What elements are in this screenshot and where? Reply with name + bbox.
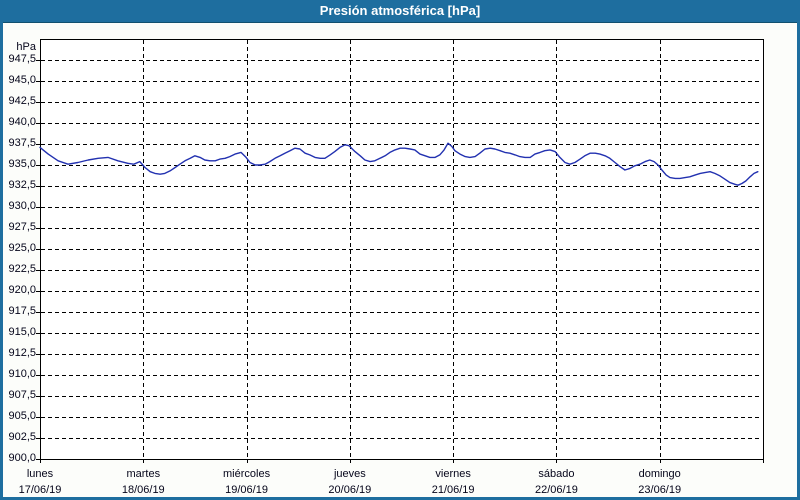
x-date-label: 21/06/19 <box>431 484 475 496</box>
y-tick-label: 942,5 <box>8 95 36 107</box>
y-tick-label: 900,0 <box>8 452 36 464</box>
x-day-label: jueves <box>333 468 366 480</box>
y-tick-label: 910,0 <box>8 368 36 380</box>
y-axis-unit-label: hPa <box>16 41 36 53</box>
x-date-label: 17/06/19 <box>18 484 62 496</box>
chart-title-bar: Presión atmosférica [hPa] <box>0 0 800 23</box>
x-day-label: domingo <box>638 468 681 480</box>
x-date-label: 22/06/19 <box>535 484 578 496</box>
x-day-label: sábado <box>538 468 575 480</box>
y-tick-label: 925,0 <box>8 242 36 254</box>
y-tick-label: 935,0 <box>8 158 36 170</box>
x-date-label: 19/06/19 <box>225 484 268 496</box>
y-tick-label: 912,5 <box>8 347 36 359</box>
y-tick-label: 937,5 <box>8 137 36 149</box>
x-day-label: miércoles <box>223 468 271 480</box>
chart-title: Presión atmosférica [hPa] <box>319 3 481 18</box>
y-tick-label: 922,5 <box>8 263 36 275</box>
x-date-label: 20/06/19 <box>328 484 372 496</box>
y-tick-label: 930,0 <box>8 200 36 212</box>
pressure-series-line <box>39 142 759 186</box>
y-tick-label: 907,5 <box>8 389 36 401</box>
y-tick-label: 945,0 <box>8 74 36 86</box>
x-date-label: 23/06/19 <box>638 484 682 496</box>
y-tick-label: 940,0 <box>8 116 36 128</box>
y-tick-label: 917,5 <box>8 305 36 317</box>
x-day-label: martes <box>126 468 161 480</box>
x-day-label: viernes <box>435 468 471 480</box>
x-day-label: lunes <box>26 468 54 480</box>
y-tick-label: 920,0 <box>8 284 36 296</box>
y-tick-label: 915,0 <box>8 326 36 338</box>
y-tick-label: 905,0 <box>8 410 36 422</box>
y-tick-label: 947,5 <box>8 53 36 65</box>
y-tick-label: 932,5 <box>8 179 36 191</box>
y-tick-label: 902,5 <box>8 431 36 443</box>
y-tick-label: 927,5 <box>8 221 36 233</box>
x-date-label: 18/06/19 <box>121 484 165 496</box>
